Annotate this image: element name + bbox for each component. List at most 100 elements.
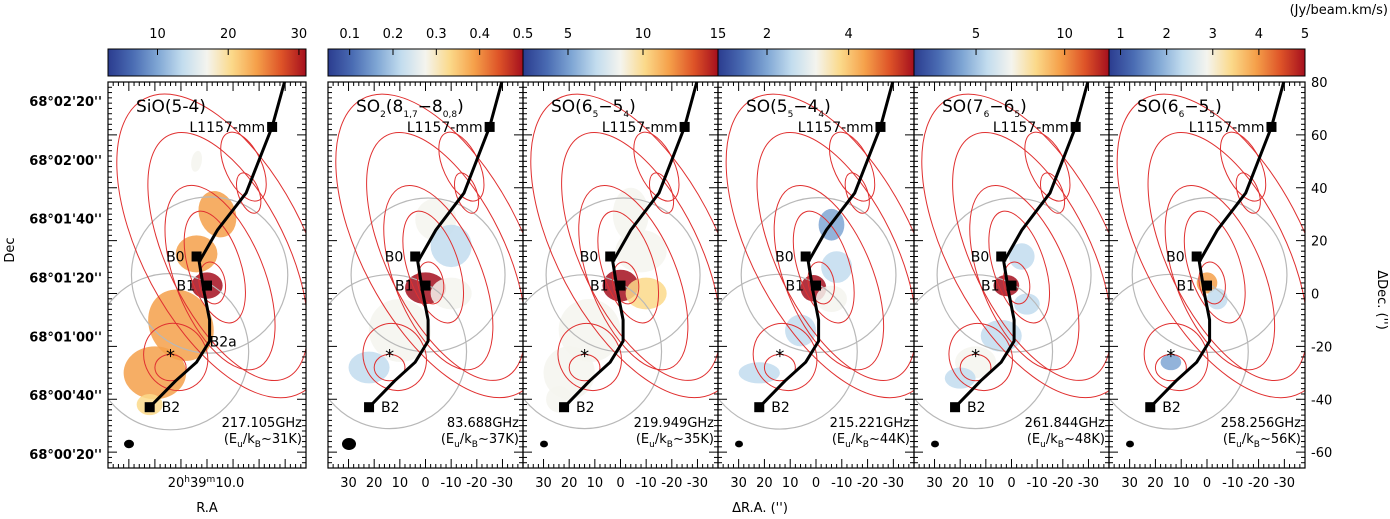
emission-blob: [1160, 354, 1182, 371]
source-marker: [191, 251, 202, 262]
emission-blob: [430, 277, 472, 310]
x-tick-label: -20: [857, 476, 878, 491]
source-marker: [679, 121, 690, 132]
panel-title: SiO(5-4): [136, 97, 206, 117]
source-label: B2: [1162, 400, 1181, 416]
dec-tick-label: 68°01'00'': [29, 330, 102, 345]
panel-title: SO2(81,7−80,8): [356, 97, 464, 120]
contour-line: [1147, 132, 1305, 381]
source-label: B1: [981, 279, 1000, 295]
contour-line: [154, 353, 187, 382]
panel-ticks: [914, 81, 1109, 469]
outflow-path: [758, 82, 895, 409]
panel-energy: (Eu/kB~48K): [1027, 432, 1105, 450]
source-label: B2: [771, 400, 790, 416]
source-marker: [1145, 402, 1156, 413]
panel-title: SO(66−55): [1137, 97, 1222, 120]
contour-line: [530, 93, 718, 399]
panel-energy: (Eu/kB~31K): [224, 432, 302, 450]
y-offset-tick-label: 20: [1311, 235, 1328, 250]
contour-line: [557, 322, 622, 391]
contour-line: [335, 93, 523, 399]
panel-frequency: 258.256GHz: [1221, 416, 1302, 431]
panel-plot-area: L1157-mm B0 B1 B2 *: [718, 82, 914, 430]
emission-blob: [123, 346, 187, 400]
contour-line: [416, 261, 445, 305]
source-label: B2: [381, 400, 400, 416]
x-tick-label: 10: [587, 476, 604, 491]
colorbar: [717, 48, 915, 77]
contour-line: [611, 261, 640, 305]
colorbar-tick-label: 4: [1255, 27, 1263, 42]
x-tick-label: -10: [831, 476, 852, 491]
source-label: B1: [1176, 279, 1195, 295]
emission-blob: [612, 187, 649, 241]
colorbar-tick-label: 15: [710, 27, 727, 42]
x-tick-label: -30: [492, 476, 513, 491]
outflow-path: [1149, 82, 1286, 409]
source-label: B1: [590, 279, 609, 295]
source-label: L1157-mm: [407, 120, 483, 136]
source-label: B1: [395, 279, 414, 295]
x-tick-label: 20: [561, 476, 578, 491]
contour-line: [969, 184, 1080, 371]
emission-blob: [558, 299, 621, 363]
contour-line: [1002, 261, 1031, 305]
dec-tick-label: 68°02'00'': [29, 154, 102, 169]
source-marker: [202, 280, 212, 291]
emission-blob: [191, 150, 203, 172]
source-marker: [800, 251, 811, 262]
x-tick-label: 10: [1173, 476, 1190, 491]
outflow-path: [954, 82, 1090, 409]
dec-tick-label: 68°02'20'': [29, 95, 102, 110]
contour-line: [147, 131, 306, 381]
x-tick-label: 0: [1203, 476, 1211, 491]
source-label: B2: [162, 400, 181, 416]
dec-tick-label: 68°01'20'': [29, 272, 102, 287]
panel-3: L1157-mm B0 B1 B2 * SO(65−54) 219.949GHz(Eu/kB…: [522, 27, 727, 491]
panel-frequency: 215.221GHz: [830, 416, 911, 431]
contour-line: [773, 184, 885, 371]
x-tick-label: 30: [926, 476, 943, 491]
field-circle-south: [108, 272, 250, 431]
source-marker: [364, 402, 375, 413]
x-tick-label: 20: [366, 476, 383, 491]
y-offset-tick-label: 80: [1311, 76, 1328, 91]
source-label: B0: [775, 249, 794, 265]
emission-blob: [543, 346, 595, 400]
emission-blob: [430, 224, 472, 268]
contour-line: [952, 132, 1109, 381]
y-offset-tick-label: -20: [1311, 340, 1332, 355]
emission-blob: [821, 251, 853, 283]
beam-ellipse: [1126, 440, 1134, 448]
colorbar: [327, 48, 524, 77]
star-marker: *: [580, 346, 589, 367]
contour-line: [453, 172, 480, 214]
source-label: B0: [580, 249, 599, 265]
source-label: B0: [166, 249, 185, 265]
source-marker: [144, 402, 155, 413]
field-circle-north: [936, 197, 1092, 353]
emission-blob: [198, 190, 237, 238]
source-marker: [1070, 121, 1081, 132]
beam-ellipse: [540, 440, 548, 448]
panel-ticks: [523, 81, 718, 469]
contour-line: [402, 210, 465, 324]
contour-line: [959, 353, 992, 382]
field-circle-north: [350, 197, 506, 353]
source-label: B2: [967, 400, 986, 416]
dec-tick-label: 68°01'40'': [29, 213, 102, 228]
colorbar-tick-label: 0.2: [383, 27, 404, 42]
contour-line: [116, 93, 306, 399]
contour-line: [1039, 172, 1066, 214]
panel-title: SO(76−65): [942, 97, 1027, 120]
contour-line: [568, 353, 601, 382]
x-tick-label: -30: [1078, 476, 1099, 491]
contour-line: [1183, 210, 1246, 324]
source-label: B0: [385, 249, 404, 265]
source-marker: [1191, 251, 1202, 262]
colorbar-unit-label: (Jy/beam.km/s): [1290, 3, 1388, 18]
field-circle-north: [1131, 197, 1288, 353]
outflow-path: [368, 82, 504, 409]
source-marker: [754, 402, 765, 413]
